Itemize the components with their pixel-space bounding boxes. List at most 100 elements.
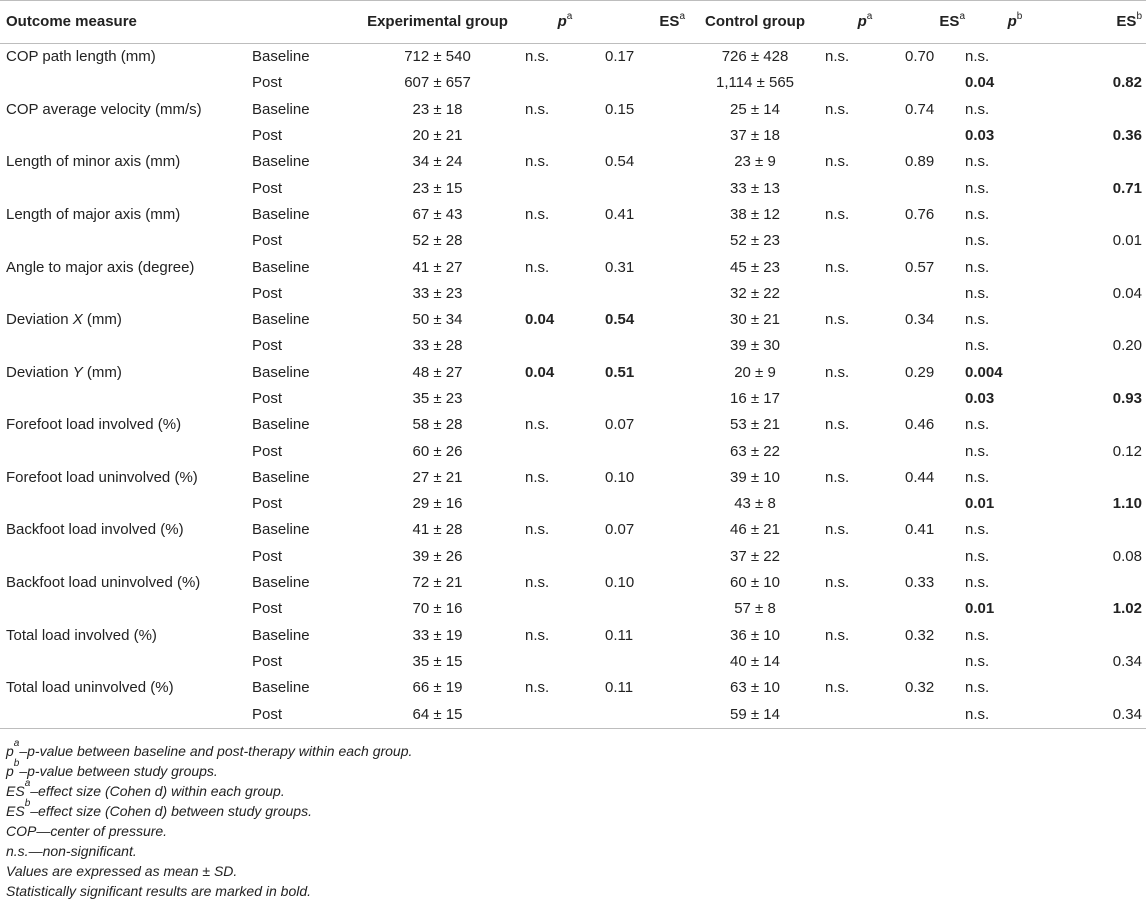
esa2-cell: 0.33 [905, 574, 935, 592]
esa1-cell [605, 228, 685, 254]
esb-cell: 0.34 [1065, 701, 1146, 729]
pb-cell: n.s. [965, 547, 990, 565]
timepoint-cell: Baseline [252, 205, 310, 223]
esa1-cell: 0.51 [605, 363, 635, 381]
table-row: Backfoot load involved (%) Baseline 41 ± 2… [0, 517, 1146, 543]
esb-cell: 0.71 [1112, 179, 1142, 197]
esb-cell [1065, 675, 1146, 701]
footnote-superscript: b [24, 798, 31, 810]
esa2-cell: 0.57 [905, 258, 935, 276]
esb-cell [1065, 623, 1146, 649]
pb-cell: n.s. [965, 468, 990, 486]
outcome-measure-label: Length of minor axis (mm) [6, 153, 181, 171]
esb-cell [1065, 517, 1146, 543]
pa1-cell: n.s. [525, 626, 550, 644]
pb-cell: n.s. [965, 416, 990, 434]
pa1-cell: n.s. [525, 48, 550, 66]
esb-cell [1065, 97, 1146, 123]
header-es-a-ctrl: ESa [905, 0, 965, 44]
esa2-cell [905, 701, 965, 729]
esa2-cell: 0.32 [905, 626, 935, 644]
table-row: Post 39 ± 26 37 ± 22 n.s. 0.08 [0, 544, 1146, 570]
table-footnotes: pa–p-value between baseline and post-the… [0, 738, 1146, 901]
esa2-cell: 0.32 [905, 679, 935, 697]
exp-cell: 23 ± 15 [412, 179, 463, 197]
esa2-cell: 0.76 [905, 205, 935, 223]
table-row: Post 35 ± 23 16 ± 17 0.03 0.93 [0, 386, 1146, 412]
table-row: Post 607 ± 657 1,114 ± 565 0.04 0.82 [0, 70, 1146, 96]
table-row: Post 52 ± 28 52 ± 23 n.s. 0.01 [0, 228, 1146, 254]
pa1-cell [525, 386, 605, 412]
esa2-cell [905, 544, 965, 570]
outcome-measure-cell: Deviation Y (mm) [0, 360, 250, 386]
esa1-cell [605, 491, 685, 517]
ctrl-cell: 63 ± 10 [730, 679, 780, 697]
esa1-cell: 0.41 [605, 205, 635, 223]
esb-cell: 0.34 [1112, 652, 1142, 670]
pa2-cell: n.s. [825, 521, 850, 539]
footnote-text: –p-value between study groups. [19, 762, 218, 779]
pa2-cell [825, 281, 905, 307]
exp-cell: 33 ± 19 [412, 626, 463, 644]
exp-cell: 712 ± 540 [404, 48, 471, 66]
esa1-cell [605, 544, 685, 570]
timepoint-cell: Post [252, 390, 283, 407]
pa1-cell: n.s. [525, 153, 550, 171]
esa1-cell: 0.10 [605, 468, 635, 486]
pa2-cell: n.s. [825, 626, 850, 644]
exp-cell: 66 ± 19 [412, 679, 463, 697]
footnote-superscript: b [13, 758, 20, 770]
pa2-cell: n.s. [825, 205, 850, 223]
table-row: Post 23 ± 15 33 ± 13 n.s. 0.71 [0, 175, 1146, 201]
exp-cell: 52 ± 28 [412, 232, 463, 250]
pa2-cell [825, 544, 905, 570]
esb-cell [1065, 465, 1146, 491]
table-container: Outcome measure Experimental group pa ES… [0, 0, 1146, 901]
outcome-measure-label: Forefoot load uninvolved (%) [6, 468, 198, 486]
pa1-cell: n.s. [525, 679, 550, 697]
pa2-cell: n.s. [825, 574, 850, 592]
exp-cell: 27 ± 21 [412, 468, 463, 486]
header-p-a-ctrl: pa [825, 0, 905, 44]
esa1-cell [605, 333, 685, 359]
exp-cell: 33 ± 28 [412, 337, 463, 355]
table-body: COP path length (mm) Baseline 712 ± 540 n.s… [0, 44, 1146, 729]
table-row: Backfoot load uninvolved (%) Baseline 72 ±… [0, 570, 1146, 596]
header-es-b: ESb [1065, 0, 1146, 44]
outcome-measure-cell [0, 596, 250, 622]
footnote-line: ESa–effect size (Cohen d) within each gr… [6, 779, 1146, 801]
timepoint-cell: Post [252, 600, 283, 618]
esa2-cell: 0.74 [905, 100, 935, 118]
outcome-measure-cell: Total load uninvolved (%) [0, 675, 250, 701]
timepoint-cell: Baseline [252, 311, 310, 329]
timepoint-cell: Post [250, 701, 350, 729]
esa1-cell [605, 701, 685, 729]
exp-cell: 48 ± 27 [412, 363, 463, 381]
pa1-cell [525, 281, 605, 307]
esa1-cell: 0.07 [605, 416, 635, 434]
pa2-cell [825, 333, 905, 359]
footnote-text: Values are expressed as mean ± SD. [6, 862, 238, 879]
pa1-cell [525, 123, 605, 149]
pb-cell: n.s. [965, 521, 990, 539]
ctrl-cell: 726 ± 428 [721, 48, 789, 66]
exp-cell: 67 ± 43 [412, 205, 463, 223]
esb-cell: 1.10 [1112, 495, 1142, 513]
outcome-measure-label: Backfoot load uninvolved (%) [6, 574, 201, 592]
footnote-superscript: a [13, 738, 20, 750]
pa2-cell [825, 386, 905, 412]
footnote-line: Statistically significant results are ma… [6, 881, 1146, 901]
table-row: Forefoot load involved (%) Baseline 58 ± 2… [0, 412, 1146, 438]
pa1-cell: n.s. [525, 468, 550, 486]
pa1-cell: n.s. [525, 205, 550, 223]
table-row: Post 64 ± 15 59 ± 14 n.s. 0.34 [0, 701, 1146, 729]
pa2-cell [825, 70, 905, 96]
pb-cell: n.s. [965, 679, 990, 697]
outcome-measure-label: Deviation [6, 363, 73, 381]
ctrl-cell: 38 ± 12 [730, 205, 780, 223]
footnote-text: n.s.—non-significant. [6, 842, 137, 859]
pb-cell: n.s. [965, 258, 990, 276]
outcome-measure-unit: (mm) [82, 311, 122, 329]
esb-cell: 0.82 [1112, 74, 1142, 92]
timepoint-cell: Post [252, 74, 283, 92]
